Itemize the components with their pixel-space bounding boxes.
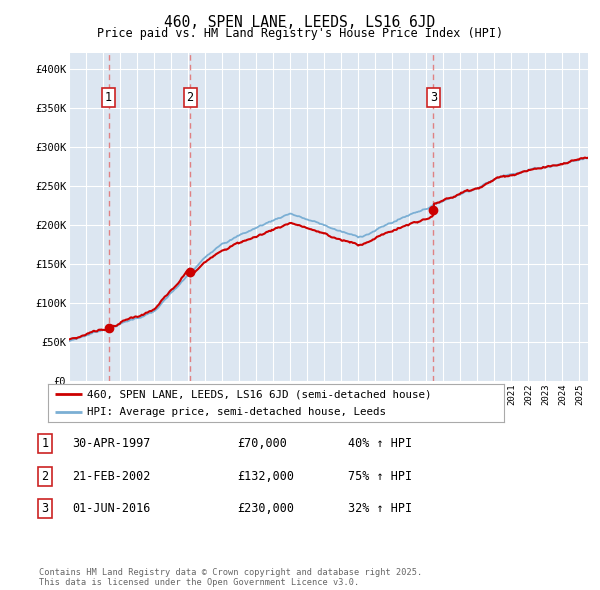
Text: £230,000: £230,000 xyxy=(237,502,294,515)
Text: 3: 3 xyxy=(41,502,49,515)
Text: Contains HM Land Registry data © Crown copyright and database right 2025.
This d: Contains HM Land Registry data © Crown c… xyxy=(39,568,422,587)
Text: 3: 3 xyxy=(430,91,437,104)
Text: 2: 2 xyxy=(41,470,49,483)
Text: 01-JUN-2016: 01-JUN-2016 xyxy=(72,502,151,515)
Text: 2: 2 xyxy=(187,91,194,104)
Text: Price paid vs. HM Land Registry's House Price Index (HPI): Price paid vs. HM Land Registry's House … xyxy=(97,27,503,40)
Text: 40% ↑ HPI: 40% ↑ HPI xyxy=(348,437,412,450)
Text: 1: 1 xyxy=(105,91,112,104)
Text: 460, SPEN LANE, LEEDS, LS16 6JD: 460, SPEN LANE, LEEDS, LS16 6JD xyxy=(164,15,436,30)
Text: £132,000: £132,000 xyxy=(237,470,294,483)
Text: HPI: Average price, semi-detached house, Leeds: HPI: Average price, semi-detached house,… xyxy=(87,407,386,417)
Text: 1: 1 xyxy=(41,437,49,450)
Text: 21-FEB-2002: 21-FEB-2002 xyxy=(72,470,151,483)
Text: 460, SPEN LANE, LEEDS, LS16 6JD (semi-detached house): 460, SPEN LANE, LEEDS, LS16 6JD (semi-de… xyxy=(87,389,431,399)
Text: 30-APR-1997: 30-APR-1997 xyxy=(72,437,151,450)
Text: 75% ↑ HPI: 75% ↑ HPI xyxy=(348,470,412,483)
Text: 32% ↑ HPI: 32% ↑ HPI xyxy=(348,502,412,515)
Text: £70,000: £70,000 xyxy=(237,437,287,450)
